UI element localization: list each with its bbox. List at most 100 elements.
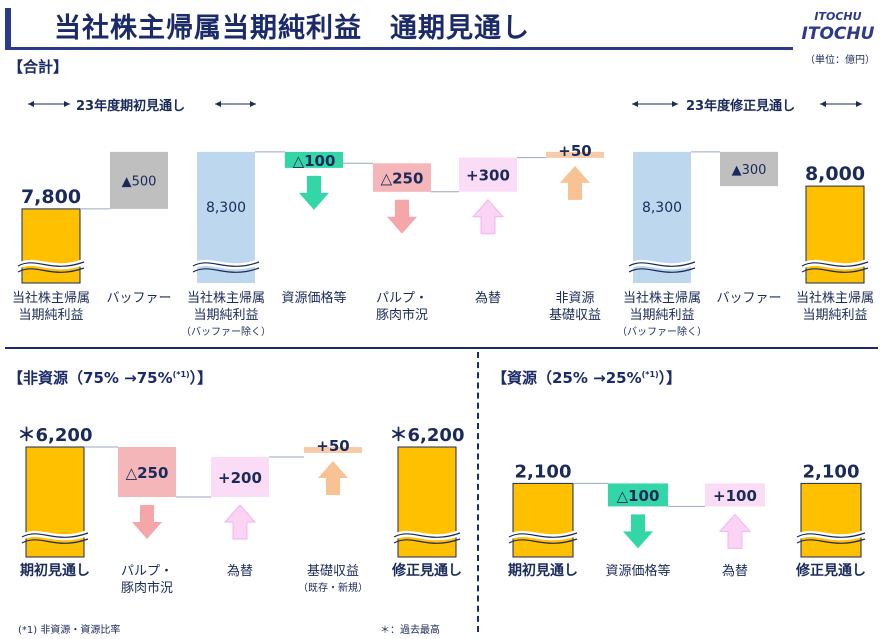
top-category-label-3-line: 資源価格等 — [281, 291, 347, 306]
bar-total-0-break-2 — [17, 267, 85, 273]
initial-range-arrow-right-right-head — [250, 101, 256, 107]
bar-res-0-break-2 — [508, 538, 578, 544]
bar-total-6 — [546, 151, 604, 158]
non-resource-category-label-4-line: 修正見通し — [392, 563, 462, 579]
top-category-label-4: パルプ・ 豚肉市況 — [342, 290, 462, 324]
top-category-label-1: バッファー — [79, 290, 199, 307]
bar-total-9-value-label: 8,000 — [805, 163, 865, 185]
revised-range-arrow-left-left-head — [632, 101, 638, 107]
title-accent — [5, 8, 11, 48]
bar-total-8-value-label: ▲300 — [732, 163, 767, 178]
top-category-label-1-line: バッファー — [106, 291, 172, 306]
initial-range-arrow-right-left-head — [215, 101, 221, 107]
resource-category-label-0-line: 期初見通し — [508, 563, 578, 579]
bar-total-4-arrow — [387, 199, 417, 234]
revised-range-arrow-right-right-head — [856, 101, 862, 107]
bar-nonres-4 — [397, 446, 457, 558]
top-category-label-8-line: バッファー — [716, 291, 782, 306]
bar-nonres-2 — [211, 457, 269, 497]
bar-nonres-2-arrow — [223, 504, 257, 540]
top-section-title: 【合計】 — [8, 58, 69, 76]
resource-category-label-2-line: 為替 — [721, 564, 748, 579]
bar-res-3 — [800, 482, 862, 558]
bar-total-3-value-label: △100 — [293, 152, 336, 170]
non-resource-category-label-3-line: 基礎収益 — [306, 564, 359, 579]
bar-res-2-value-label: +100 — [713, 487, 757, 505]
bar-total-3 — [285, 151, 343, 168]
top-category-label-9: 当社株主帰属 当期純利益 — [775, 290, 883, 324]
bar-nonres-3 — [304, 447, 362, 453]
non-resource-category-label-0-line: 期初見通し — [20, 563, 90, 579]
top-category-label-7-line: 当期純利益 — [629, 308, 695, 323]
bar-total-6-arrow — [560, 165, 590, 200]
bar-res-0-value-label: 2,100 — [515, 461, 572, 482]
non-resource-section-title: 【非資源（75% →75%(*1)）】 — [8, 369, 213, 387]
bar-nonres-0-break-2 — [21, 538, 89, 544]
top-category-label-6-line: 非資源 — [555, 291, 595, 306]
bar-total-7-break — [628, 261, 696, 267]
footnote-ratio: (*1) 非資源・資源比率 — [18, 625, 121, 636]
bar-total-0-value-label: 7,800 — [21, 186, 81, 208]
non-resource-category-label-4: 修正見通し — [367, 563, 487, 580]
bar-total-8 — [720, 151, 778, 187]
bar-nonres-2-value-label: +200 — [218, 469, 262, 487]
top-category-label-0-line: 当社株主帰属 — [11, 291, 90, 306]
bar-res-1-value-label: △100 — [617, 487, 660, 505]
bar-total-0-break — [17, 261, 85, 267]
svg-text:ITOCHU: ITOCHU — [802, 24, 875, 44]
resource-section-title: 【資源（25% →25%(*1)）】 — [492, 369, 682, 387]
section-divider — [5, 347, 878, 349]
top-category-label-3: 資源価格等 — [254, 290, 374, 307]
initial-range-arrow-left-left-head — [28, 101, 34, 107]
bar-res-3-break — [796, 532, 866, 538]
top-category-label-4-line: 豚肉市況 — [375, 308, 428, 323]
bar-res-3-value-label: 2,100 — [803, 461, 860, 482]
top-category-label-7: 当社株主帰属 当期純利益 （バッファー除く） — [602, 290, 722, 341]
page-title: 当社株主帰属当期純利益 通期見通し — [54, 13, 530, 44]
bar-total-4 — [373, 163, 431, 192]
top-category-label-7-sub: （バッファー除く） — [617, 327, 707, 338]
top-category-label-0: 当社株主帰属 当期純利益 — [0, 290, 111, 324]
title-underline — [5, 47, 793, 50]
top-category-label-6: 非資源 基礎収益 — [515, 290, 635, 324]
top-category-label-5-line: 為替 — [474, 291, 501, 306]
non-resource-category-label-2-line: 為替 — [226, 564, 253, 579]
bar-total-5-arrow — [471, 199, 505, 235]
top-category-label-9-line: 当期純利益 — [802, 308, 868, 323]
vertical-divider — [477, 352, 479, 632]
bar-nonres-4-break — [393, 532, 461, 538]
footnote-record: ＊：過去最高 — [380, 625, 440, 636]
bar-total-1-value-label: ▲500 — [122, 174, 157, 189]
non-resource-category-label-1-line: 豚肉市況 — [120, 581, 173, 596]
bar-res-2-arrow — [718, 513, 752, 549]
initial-range-arrow-left-right-head — [64, 101, 70, 107]
bar-nonres-1 — [118, 447, 176, 497]
bar-nonres-0-value-label: ＊6,200 — [18, 425, 93, 446]
resource-category-label-1: 資源価格等 — [578, 563, 698, 580]
top-category-label-2-line: 当期純利益 — [193, 308, 259, 323]
bar-total-5-value-label: +300 — [466, 167, 510, 185]
bar-res-1-arrow — [623, 514, 653, 549]
bar-total-9-break-2 — [801, 267, 869, 273]
revised-range-label: 23年度修正見通し — [686, 99, 796, 114]
bar-total-5 — [459, 157, 517, 192]
unit-note: （単位：億円） — [805, 55, 875, 66]
bar-total-4-value-label: △250 — [381, 170, 424, 188]
non-resource-category-label-0: 期初見通し — [0, 563, 115, 580]
bar-total-3-arrow — [299, 175, 329, 210]
bar-res-1 — [608, 483, 668, 507]
resource-category-label-2: 為替 — [675, 563, 795, 580]
top-category-label-4-line: パルプ・ — [375, 291, 428, 306]
top-category-label-2-sub: （バッファー除く） — [181, 327, 271, 338]
bar-total-2-break — [192, 261, 260, 267]
bar-nonres-3-arrow — [318, 461, 348, 495]
bar-res-0 — [512, 482, 574, 558]
top-category-label-7-line: 当社株主帰属 — [622, 291, 701, 306]
non-resource-category-label-1: パルプ・ 豚肉市況 — [87, 563, 207, 597]
resource-category-label-3: 修正見通し — [771, 563, 883, 580]
bar-total-7-break-2 — [628, 267, 696, 273]
revised-range-arrow-right-left-head — [820, 101, 826, 107]
top-category-label-5: 為替 — [428, 290, 548, 307]
itochu-logo-icon: ITOCHU ITOCHU — [802, 10, 875, 44]
